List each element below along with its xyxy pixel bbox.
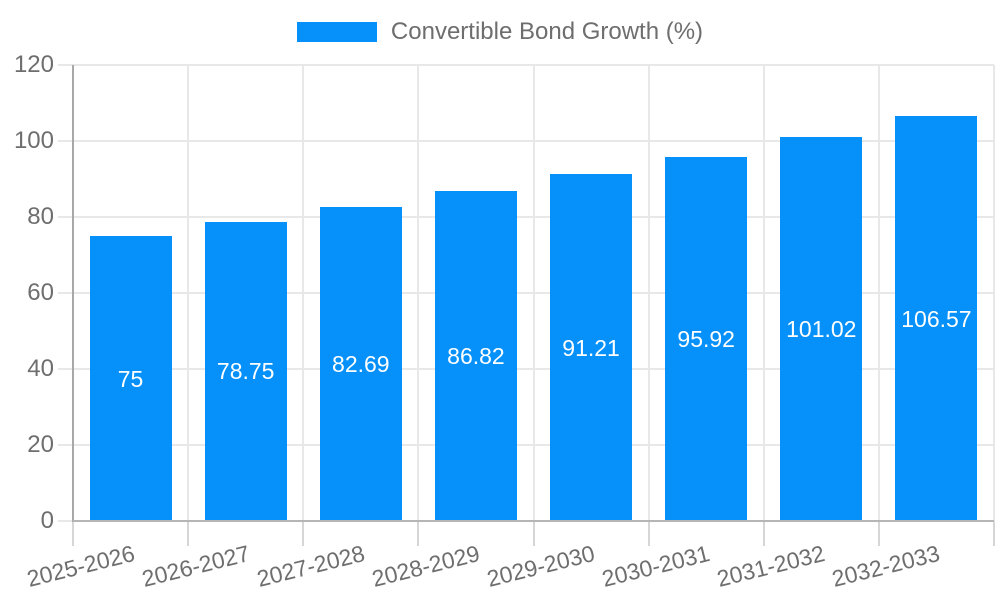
y-gridline: [58, 140, 994, 142]
x-axis-category-label: 2027-2028: [254, 540, 368, 592]
legend: Convertible Bond Growth (%): [0, 18, 1000, 46]
x-axis-category-label: 2025-2026: [23, 540, 137, 592]
x-axis-tick: [302, 522, 305, 546]
legend-label: Convertible Bond Growth (%): [390, 18, 704, 45]
x-axis-category-label: 2030-2031: [599, 540, 713, 592]
y-axis-line: [72, 65, 74, 522]
x-gridline: [187, 65, 190, 522]
y-gridline: [58, 292, 994, 294]
x-axis-category-label: 2032-2033: [829, 540, 943, 592]
x-axis-tick: [877, 522, 880, 546]
bar[interactable]: [895, 116, 978, 521]
x-axis-tick: [187, 522, 190, 546]
legend-swatch: [296, 22, 377, 42]
bar[interactable]: [319, 206, 402, 521]
bar-value-label: 106.57: [901, 305, 972, 332]
bar[interactable]: [434, 191, 517, 521]
x-gridline: [417, 65, 420, 522]
bar[interactable]: [780, 137, 863, 521]
bar[interactable]: [665, 156, 748, 521]
y-gridline: [58, 368, 994, 370]
bar-value-label: 78.75: [216, 358, 275, 385]
bar[interactable]: [89, 236, 172, 521]
y-axis-tick-label: 80: [27, 203, 54, 230]
x-gridline: [532, 65, 535, 522]
x-axis-category-label: 2031-2032: [714, 540, 828, 592]
bar-value-label: 91.21: [562, 334, 620, 361]
x-axis-tick: [72, 522, 74, 546]
x-axis-category-label: 2026-2027: [138, 540, 252, 592]
y-gridline: [58, 520, 73, 522]
y-axis-tick-label: 100: [13, 127, 54, 154]
x-gridline: [877, 65, 880, 522]
y-gridline: [58, 64, 994, 66]
bar-value-label: 95.92: [677, 325, 735, 352]
y-axis-tick-label: 40: [27, 355, 54, 382]
bar[interactable]: [550, 174, 633, 521]
bar-value-label: 82.69: [332, 350, 390, 377]
x-axis-category-label: 2029-2030: [484, 540, 598, 592]
x-axis-tick: [532, 522, 535, 546]
bar-value-label: 86.82: [447, 343, 505, 370]
y-axis-tick-label: 120: [13, 51, 54, 78]
bar-value-label: 75: [117, 365, 144, 392]
y-gridline: [58, 216, 994, 218]
y-gridline: [58, 444, 994, 446]
x-axis-tick: [417, 522, 420, 546]
bar[interactable]: [204, 221, 287, 521]
x-gridline: [762, 65, 765, 522]
x-axis-category-label: 2028-2029: [369, 540, 483, 592]
y-axis-tick-label: 20: [27, 431, 54, 458]
y-axis-tick-label: 60: [27, 279, 54, 306]
legend-item[interactable]: Convertible Bond Growth (%): [296, 18, 704, 46]
x-axis-line: [73, 520, 994, 522]
x-axis-tick: [993, 522, 995, 546]
x-gridline: [993, 65, 995, 522]
x-axis-tick: [647, 522, 650, 546]
x-gridline: [647, 65, 650, 522]
x-gridline: [302, 65, 305, 522]
bar-value-label: 101.02: [786, 316, 857, 343]
x-axis-tick: [762, 522, 765, 546]
y-axis-tick-label: 0: [40, 507, 54, 534]
